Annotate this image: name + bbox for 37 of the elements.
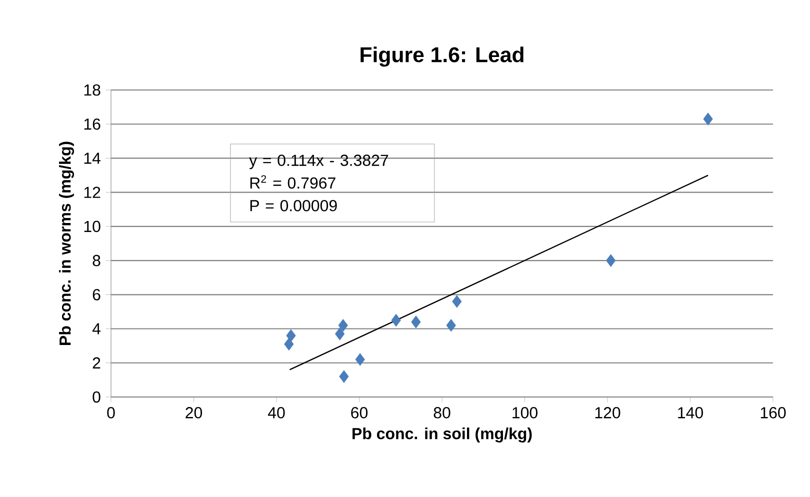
y-tick-label: 8	[92, 254, 100, 266]
x-tick-label: 120	[595, 407, 620, 418]
y-axis-title: Pb conc. in worms (mg/kg)	[59, 142, 74, 345]
point	[446, 319, 456, 332]
y-tick-label: 6	[92, 289, 100, 300]
annotation: R$^{2}$ = 0.7967	[250, 175, 336, 189]
chart-title: Figure 1.6: Lead	[360, 46, 524, 67]
point	[411, 316, 421, 328]
point	[339, 370, 349, 383]
point	[284, 338, 294, 350]
point	[606, 254, 616, 267]
point	[452, 295, 462, 308]
point	[286, 329, 296, 342]
point	[338, 319, 348, 332]
y-tick-label: 0	[92, 391, 100, 403]
annotation: y = 0.114x - 3.3827	[249, 154, 388, 170]
point	[703, 112, 713, 126]
point	[335, 328, 345, 340]
y-tick-label: 14	[84, 152, 100, 164]
y-tick-label: 4	[92, 323, 100, 334]
point	[391, 314, 401, 327]
y-tick-label: 12	[84, 186, 100, 198]
x-tick-label: 60	[351, 407, 368, 418]
point	[355, 353, 365, 366]
y-tick-label: 18	[84, 84, 100, 96]
y-tick-label: 10	[84, 220, 100, 232]
x-axis-title: Pb conc. in soil (mg/kg)	[352, 428, 532, 443]
x-tick-label: 100	[512, 407, 538, 418]
x-tick-label: 140	[678, 407, 703, 418]
x-tick-label: 20	[186, 407, 202, 418]
annotation: P = 0.00009	[250, 200, 337, 212]
x-tick-label: 160	[760, 407, 786, 418]
y-tick-label: 16	[84, 118, 100, 130]
x-tick-label: 40	[268, 407, 285, 418]
x-tick-label: 0	[107, 407, 115, 418]
y-tick-label: 2	[92, 357, 100, 368]
x-tick-label: 80	[434, 407, 450, 418]
